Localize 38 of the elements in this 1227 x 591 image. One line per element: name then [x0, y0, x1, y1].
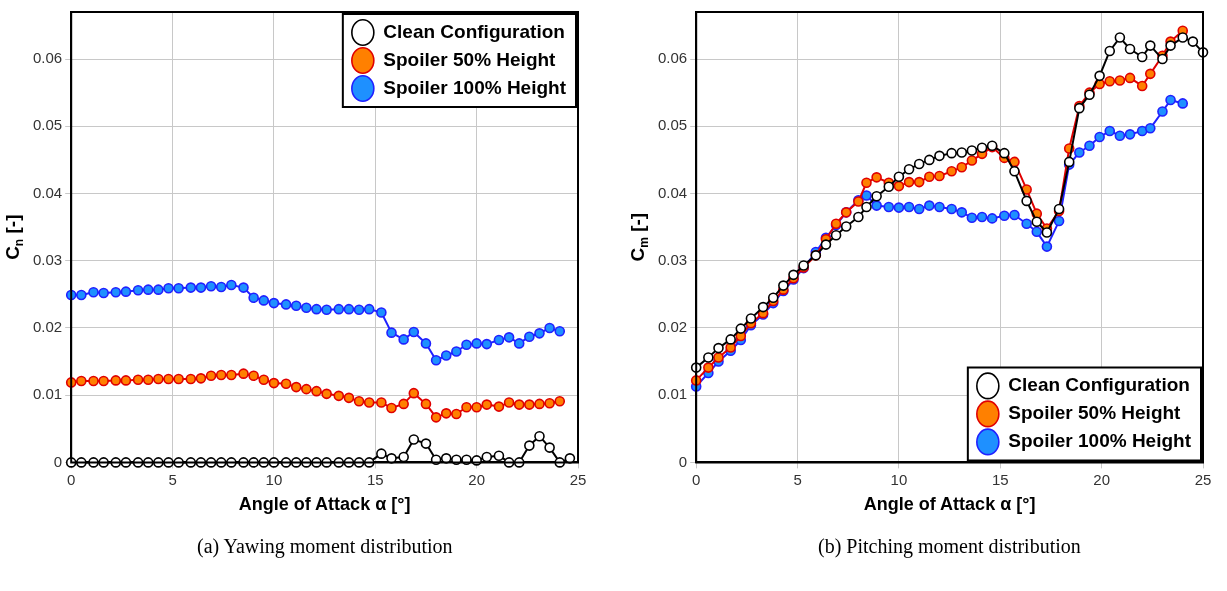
y-axis-title: Cn [-] [2, 214, 27, 260]
y-tick-label: 0.03 [32, 250, 63, 268]
y-tick-label: 0.04 [32, 183, 63, 201]
y-tick-label: 0.01 [657, 385, 688, 403]
x-tick-label: 10 [890, 470, 908, 488]
x-tick-label: 0 [692, 470, 701, 488]
y-tick-label: 0 [678, 452, 688, 470]
x-axis-title: Angle of Attack α [°] [863, 494, 1036, 515]
x-tick-label: 25 [569, 470, 587, 488]
y-tick-label: 0.03 [657, 250, 688, 268]
y-tick-label: 0.05 [32, 116, 63, 134]
legend-label: Spoiler 50% Height [1008, 402, 1182, 424]
y-tick-label: 0.02 [657, 318, 688, 336]
legend-label: Clean Configuration [1008, 374, 1190, 396]
x-tick-label: 5 [168, 470, 177, 488]
x-tick-label: 0 [67, 470, 76, 488]
legend-label: Clean Configuration [383, 20, 565, 42]
x-tick-label: 25 [1194, 470, 1212, 488]
y-tick-label: 0.01 [32, 385, 63, 403]
y-tick-label: 0.06 [657, 49, 688, 67]
y-tick-label: 0.05 [657, 116, 688, 134]
y-axis-title: Cm [-] [627, 212, 652, 262]
x-tick-label: 10 [265, 470, 283, 488]
x-tick-label: 15 [991, 470, 1009, 488]
x-tick-label: 20 [468, 470, 485, 488]
y-tick-label: 0.04 [657, 183, 688, 201]
legend-label: Spoiler 100% Height [1008, 430, 1192, 452]
x-tick-label: 15 [366, 470, 384, 488]
x-tick-label: 5 [793, 470, 802, 488]
legend-label: Spoiler 100% Height [383, 76, 567, 98]
y-tick-label: 0.02 [32, 318, 63, 336]
x-tick-label: 20 [1093, 470, 1110, 488]
y-tick-label: 0 [53, 452, 63, 470]
text: (b) Pitching moment distribution [818, 535, 1081, 558]
legend-label: Spoiler 50% Height [383, 48, 557, 70]
x-axis-title: Angle of Attack α [°] [238, 494, 411, 515]
y-tick-label: 0.06 [32, 49, 63, 67]
text: (a) Yawing moment distribution [197, 535, 453, 558]
